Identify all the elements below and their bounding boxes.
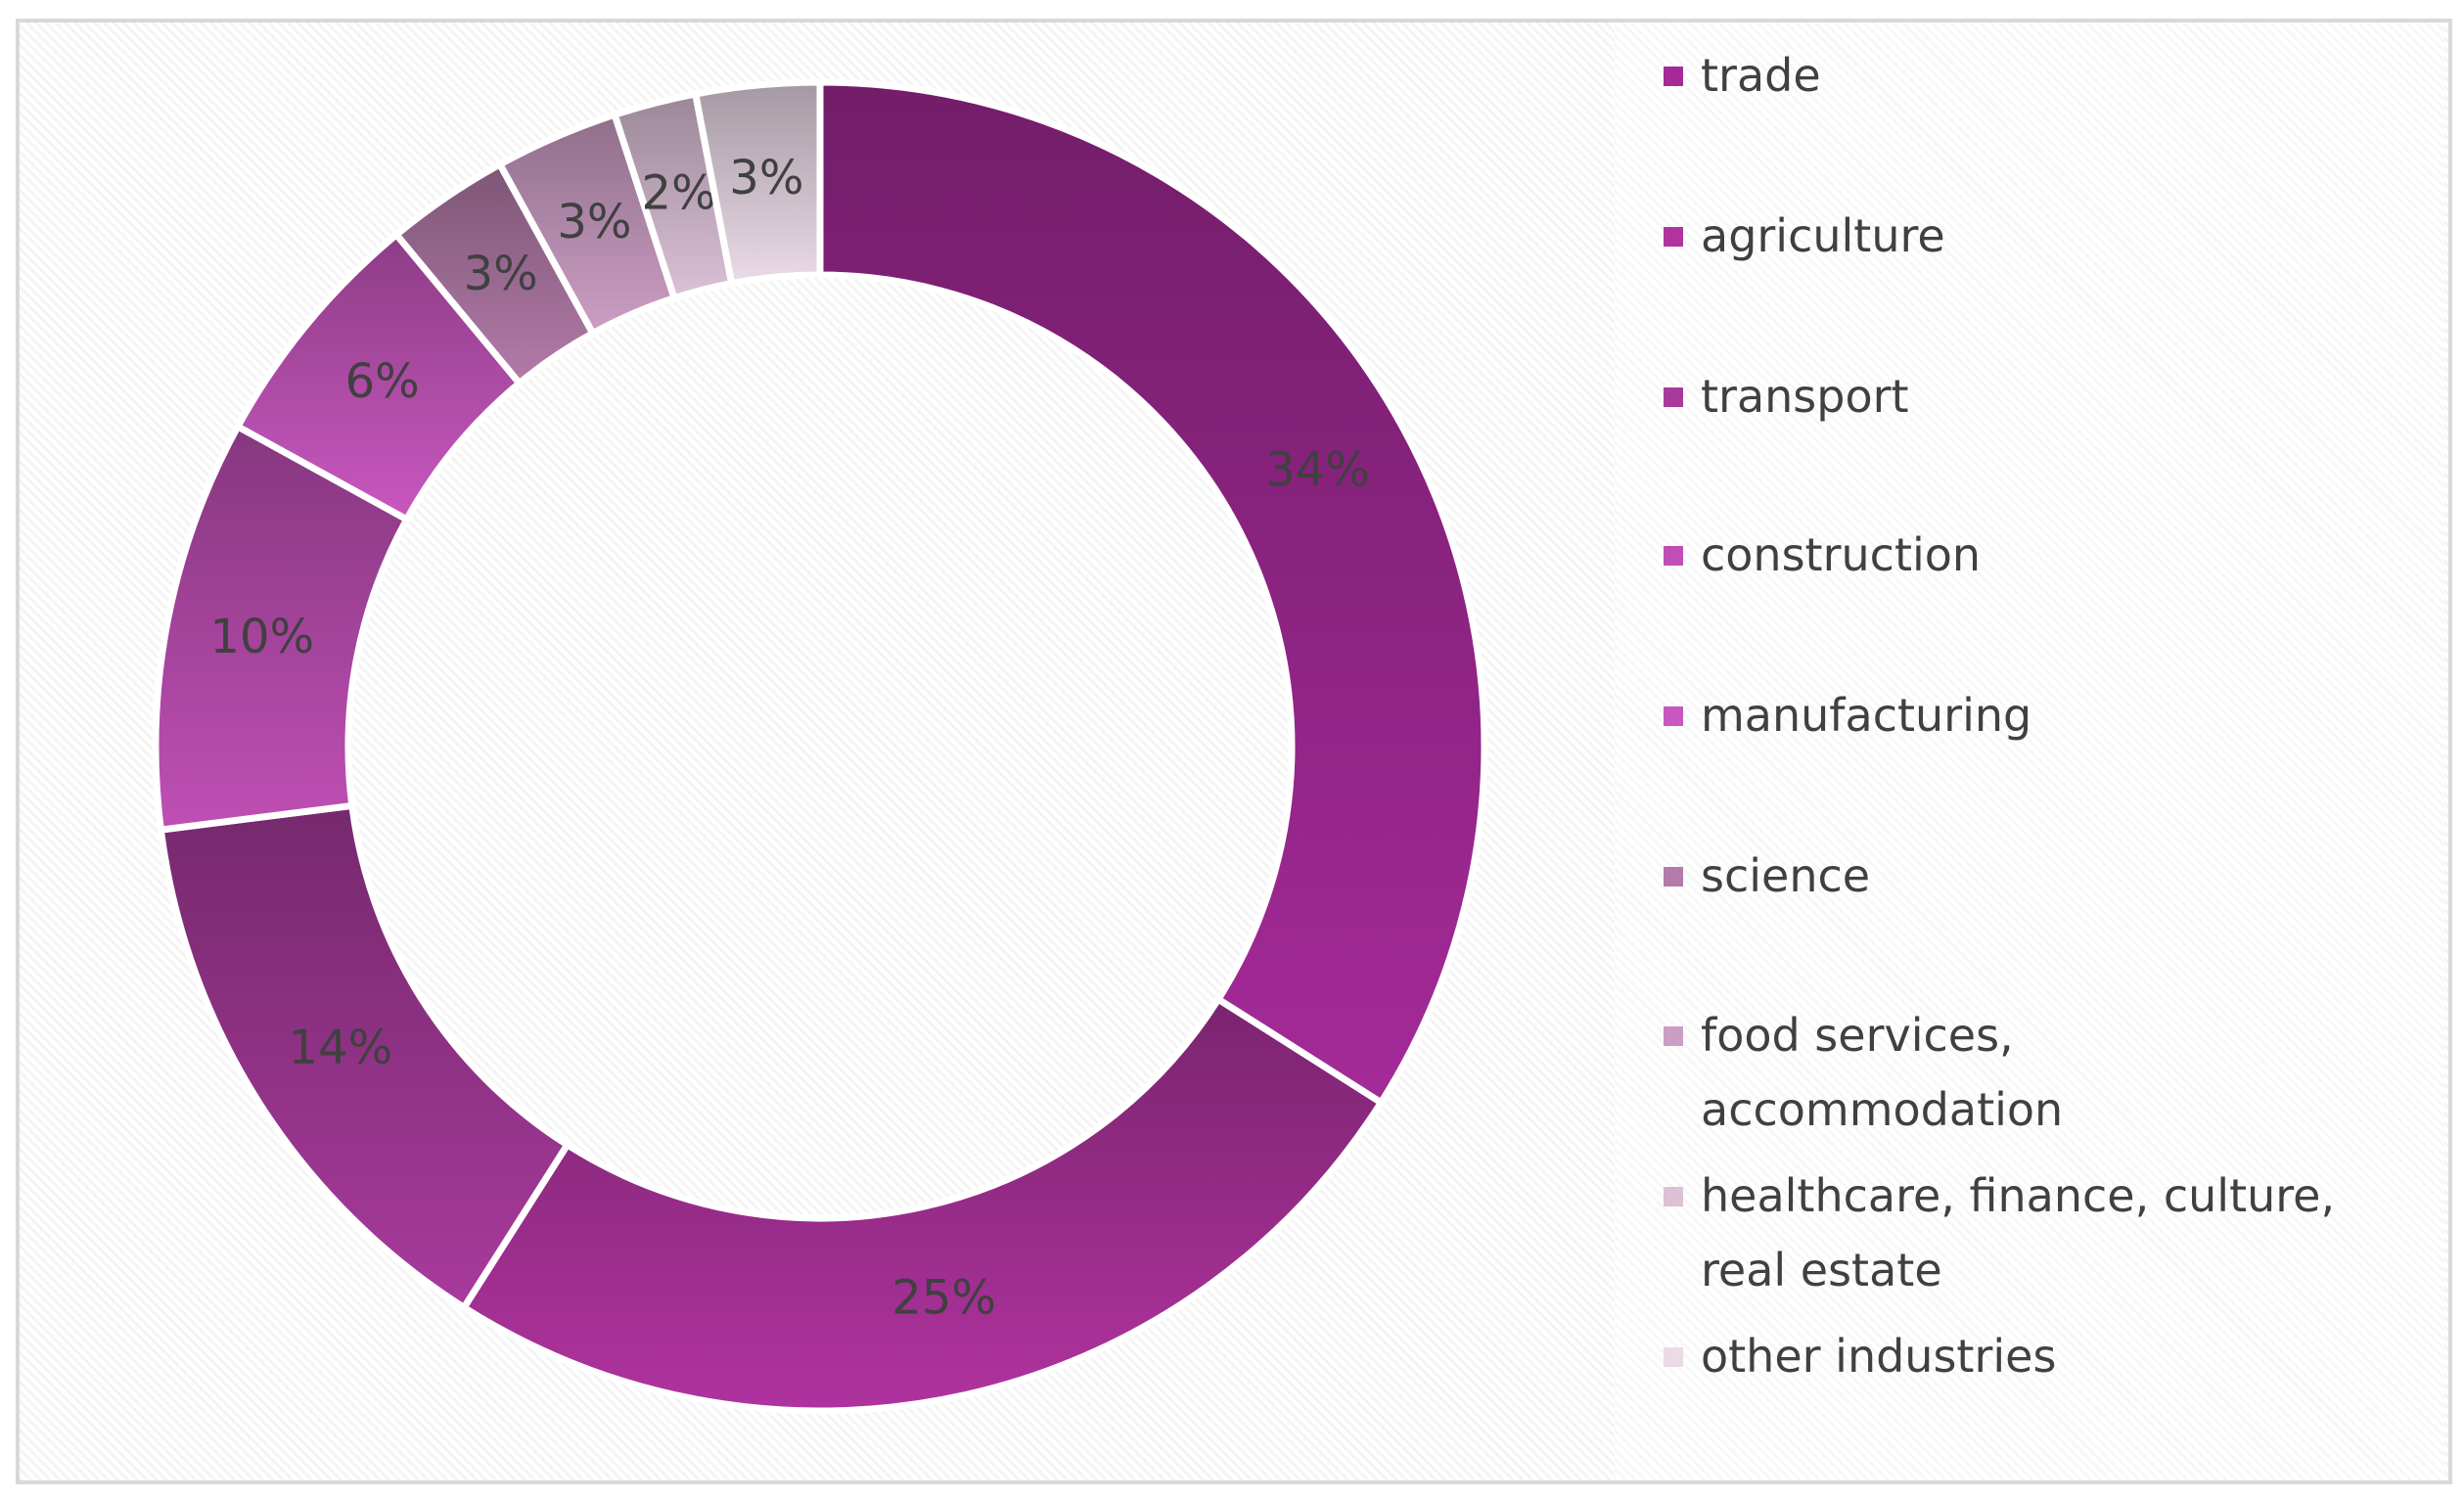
data-label: 25%	[891, 1271, 996, 1326]
legend-swatch	[1664, 67, 1683, 86]
legend-swatch	[1664, 1026, 1683, 1046]
legend-item: healthcare, finance, culture, real estat…	[1664, 1159, 2427, 1307]
data-label: 3%	[557, 195, 631, 250]
legend-item: manufacturing	[1664, 678, 2427, 752]
legend-label: science	[1701, 849, 1871, 902]
legend-label: agriculture	[1701, 209, 1945, 262]
legend-label: transport	[1701, 370, 1909, 423]
data-label: 3%	[464, 247, 538, 301]
data-label: 34%	[1265, 442, 1370, 497]
donut-slice	[816, 78, 1488, 1108]
legend-item: food services, accommodation	[1664, 998, 2427, 1147]
legend-item: science	[1664, 839, 2427, 913]
donut-slice	[691, 78, 824, 288]
legend-item: transport	[1664, 359, 2427, 433]
legend-label: manufacturing	[1701, 689, 2032, 742]
legend-label: construction	[1701, 528, 1982, 581]
legend-swatch	[1664, 546, 1683, 566]
legend-label: trade	[1701, 49, 1821, 102]
legend-label: food services, accommodation	[1701, 1009, 2064, 1136]
legend-item: trade	[1664, 38, 2427, 113]
legend-area	[1615, 23, 2444, 1480]
legend-item: other industries	[1664, 1319, 2427, 1393]
legend-item: agriculture	[1664, 199, 2427, 273]
data-label: 10%	[209, 610, 314, 664]
legend-swatch	[1664, 227, 1683, 247]
legend-swatch	[1664, 387, 1683, 407]
data-label: 2%	[642, 166, 716, 221]
legend-item: construction	[1664, 518, 2427, 592]
legend-swatch	[1664, 1347, 1683, 1367]
legend-swatch	[1664, 867, 1683, 886]
data-label: 6%	[345, 354, 420, 409]
legend-swatch	[1664, 1187, 1683, 1206]
data-label: 3%	[729, 151, 803, 205]
legend-label: other industries	[1701, 1330, 2057, 1383]
legend-swatch	[1664, 706, 1683, 726]
legend-label: healthcare, finance, culture, real estat…	[1701, 1169, 2336, 1296]
data-label: 14%	[289, 1021, 393, 1075]
donut-slice	[459, 994, 1387, 1415]
